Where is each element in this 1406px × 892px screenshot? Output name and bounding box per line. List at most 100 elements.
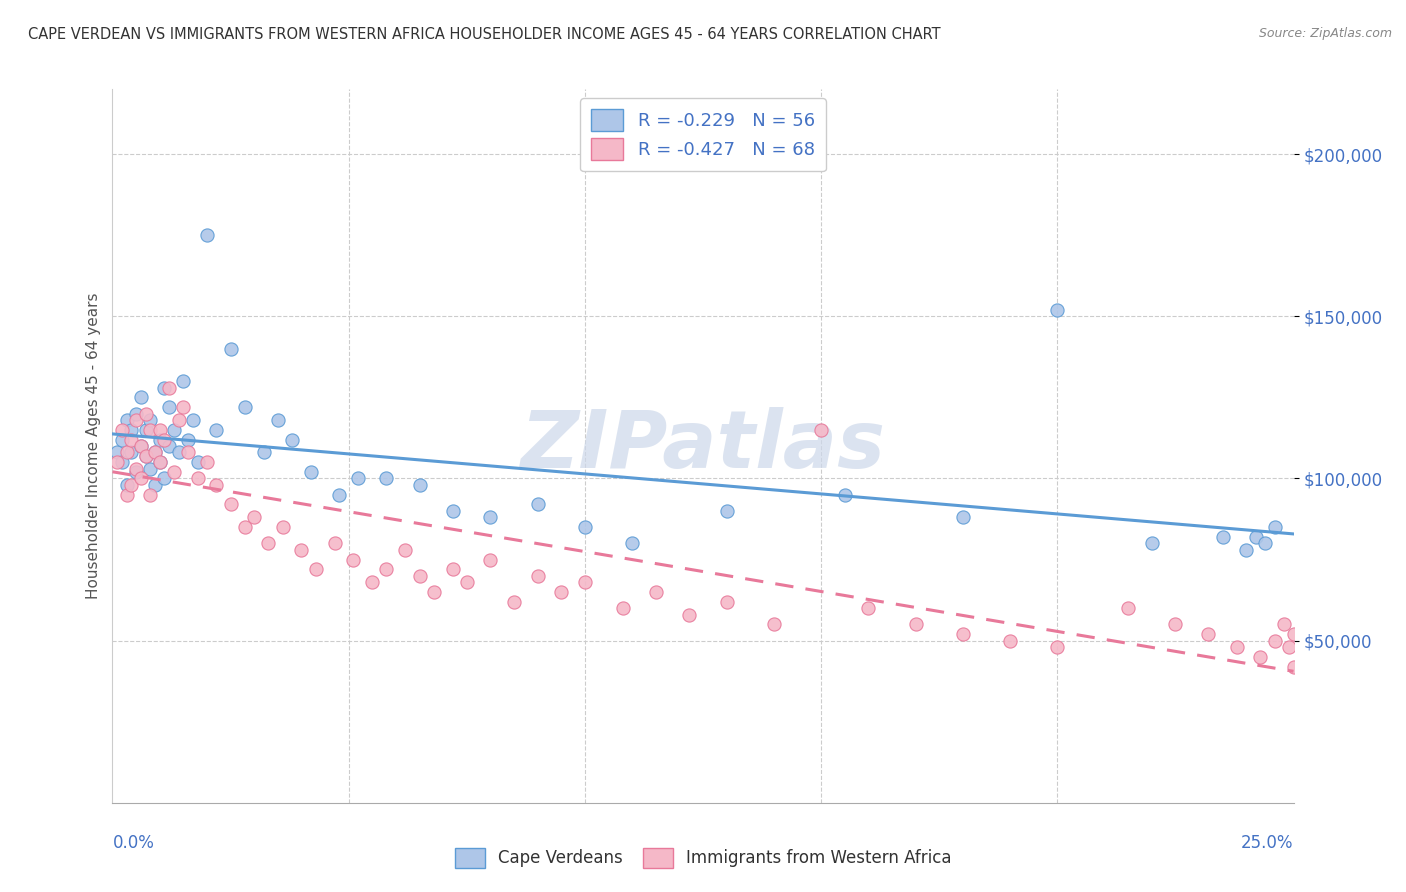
Point	[129, 439, 152, 453]
Point	[129, 439, 152, 453]
Point	[810, 423, 832, 437]
Text: Source: ZipAtlas.com: Source: ZipAtlas.com	[1258, 27, 1392, 40]
Point	[1272, 617, 1295, 632]
Point	[143, 445, 166, 459]
Point	[195, 228, 218, 243]
Point	[125, 465, 148, 479]
Point	[186, 455, 208, 469]
Point	[408, 568, 430, 582]
Point	[1164, 617, 1187, 632]
Point	[574, 520, 596, 534]
Point	[904, 617, 927, 632]
Point	[115, 488, 138, 502]
Point	[139, 413, 162, 427]
Point	[347, 471, 370, 485]
Point	[149, 423, 172, 437]
Point	[219, 497, 242, 511]
Point	[716, 504, 738, 518]
Text: ZIPatlas: ZIPatlas	[520, 407, 886, 485]
Point	[1046, 302, 1069, 317]
Point	[1278, 640, 1301, 654]
Point	[328, 488, 350, 502]
Point	[394, 542, 416, 557]
Point	[253, 445, 276, 459]
Point	[1249, 649, 1271, 664]
Point	[129, 390, 152, 404]
Point	[139, 461, 162, 475]
Point	[163, 465, 186, 479]
Point	[233, 400, 256, 414]
Point	[129, 471, 152, 485]
Point	[153, 471, 176, 485]
Point	[1254, 536, 1277, 550]
Point	[125, 461, 148, 475]
Point	[186, 471, 208, 485]
Point	[1282, 627, 1305, 641]
Point	[1046, 640, 1069, 654]
Point	[834, 488, 856, 502]
Point	[143, 445, 166, 459]
Point	[858, 601, 880, 615]
Point	[644, 585, 666, 599]
Point	[233, 520, 256, 534]
Point	[139, 488, 162, 502]
Point	[526, 568, 548, 582]
Point	[1116, 601, 1139, 615]
Point	[574, 575, 596, 590]
Point	[115, 445, 138, 459]
Point	[195, 455, 218, 469]
Point	[762, 617, 785, 632]
Point	[163, 423, 186, 437]
Legend: R = -0.229   N = 56, R = -0.427   N = 68: R = -0.229 N = 56, R = -0.427 N = 68	[581, 98, 825, 171]
Point	[479, 510, 502, 524]
Text: CAPE VERDEAN VS IMMIGRANTS FROM WESTERN AFRICA HOUSEHOLDER INCOME AGES 45 - 64 Y: CAPE VERDEAN VS IMMIGRANTS FROM WESTERN …	[28, 27, 941, 42]
Point	[952, 510, 974, 524]
Point	[167, 445, 190, 459]
Point	[120, 478, 142, 492]
Point	[323, 536, 346, 550]
Point	[105, 455, 128, 469]
Point	[115, 413, 138, 427]
Legend: Cape Verdeans, Immigrants from Western Africa: Cape Verdeans, Immigrants from Western A…	[449, 841, 957, 875]
Point	[1140, 536, 1163, 550]
Point	[172, 400, 194, 414]
Point	[422, 585, 444, 599]
Point	[205, 478, 228, 492]
Point	[111, 433, 134, 447]
Point	[361, 575, 384, 590]
Point	[441, 562, 464, 576]
Point	[1282, 659, 1305, 673]
Point	[952, 627, 974, 641]
Point	[621, 536, 644, 550]
Text: 25.0%: 25.0%	[1241, 834, 1294, 852]
Point	[1234, 542, 1257, 557]
Point	[149, 455, 172, 469]
Point	[408, 478, 430, 492]
Point	[441, 504, 464, 518]
Point	[157, 381, 180, 395]
Point	[205, 423, 228, 437]
Point	[120, 445, 142, 459]
Point	[105, 445, 128, 459]
Point	[716, 595, 738, 609]
Point	[281, 433, 304, 447]
Point	[271, 520, 294, 534]
Point	[139, 423, 162, 437]
Point	[120, 433, 142, 447]
Point	[267, 413, 290, 427]
Point	[135, 407, 157, 421]
Point	[111, 455, 134, 469]
Text: 0.0%: 0.0%	[112, 834, 155, 852]
Point	[1198, 627, 1220, 641]
Point	[153, 381, 176, 395]
Point	[243, 510, 266, 524]
Point	[1212, 530, 1234, 544]
Point	[157, 400, 180, 414]
Point	[1226, 640, 1249, 654]
Point	[149, 433, 172, 447]
Point	[612, 601, 634, 615]
Point	[153, 433, 176, 447]
Point	[135, 449, 157, 463]
Point	[167, 413, 190, 427]
Point	[1244, 530, 1267, 544]
